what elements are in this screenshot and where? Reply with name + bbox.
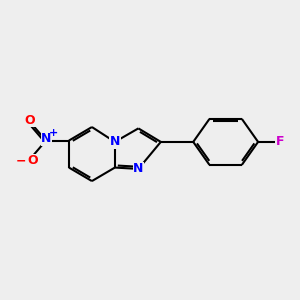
Text: N: N xyxy=(133,162,144,176)
Text: F: F xyxy=(275,135,284,148)
Text: −: − xyxy=(16,154,26,167)
Text: N: N xyxy=(110,135,120,148)
Text: +: + xyxy=(49,128,58,138)
Text: O: O xyxy=(27,154,38,167)
Text: O: O xyxy=(24,114,35,127)
Text: N: N xyxy=(41,132,52,145)
